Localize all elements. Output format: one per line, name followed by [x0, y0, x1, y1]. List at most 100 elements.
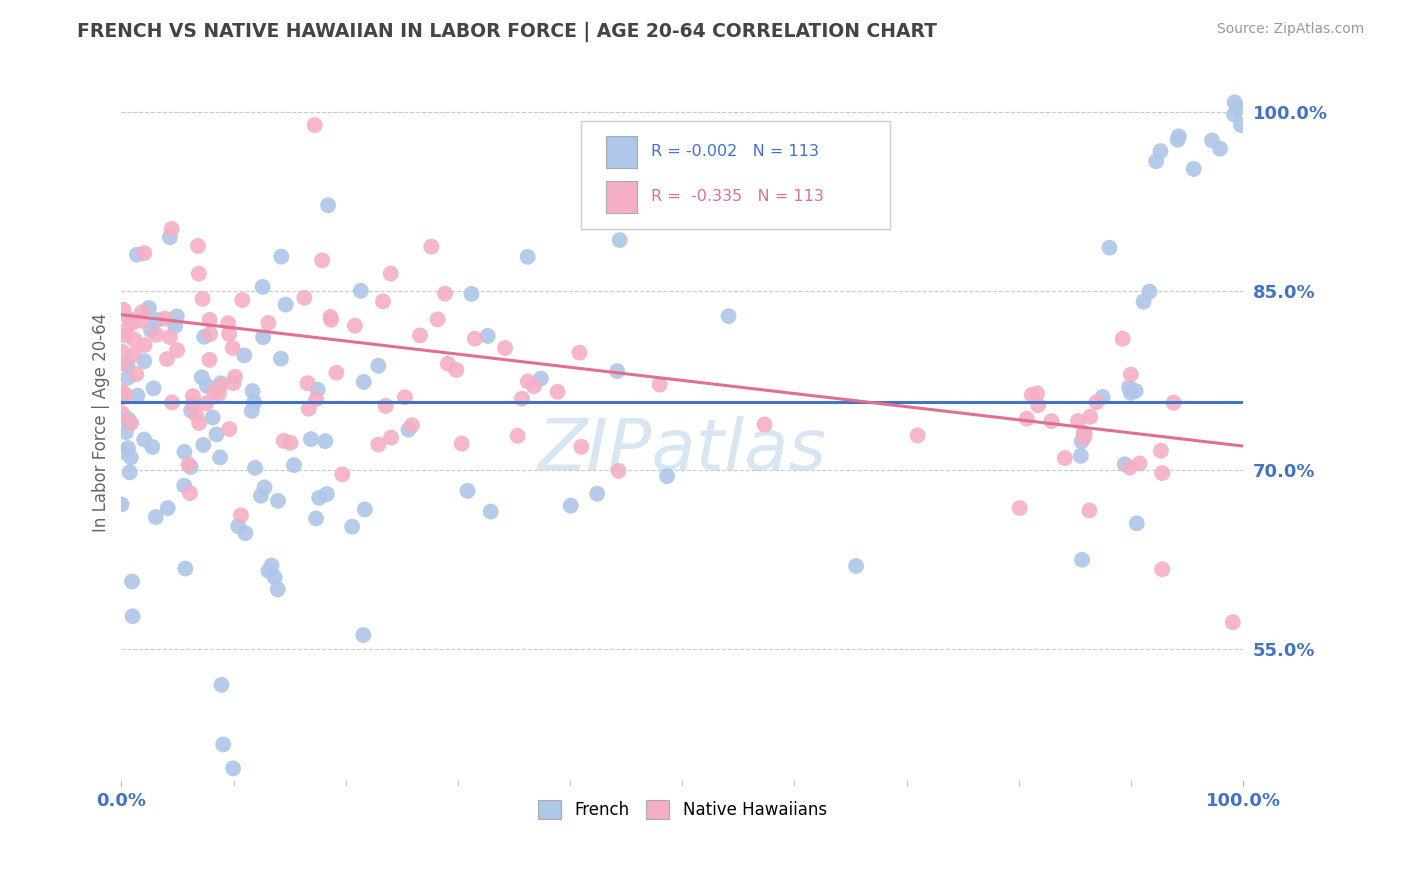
Point: [177, 458, 200, 472]
Point: [134, 338, 156, 352]
Point: [125, 248, 148, 262]
Point: [156, 501, 179, 516]
Point: [198, 352, 221, 367]
Point: [1040, 414, 1063, 428]
Point: [159, 330, 181, 344]
Point: [122, 333, 145, 347]
Point: [606, 364, 628, 378]
Point: [607, 464, 630, 478]
Point: [114, 328, 136, 343]
Point: [1070, 449, 1092, 463]
Point: [233, 348, 256, 362]
Point: [173, 445, 195, 459]
Point: [173, 478, 195, 492]
Point: [401, 418, 423, 433]
Point: [1163, 395, 1185, 409]
Point: [907, 428, 929, 442]
Point: [353, 375, 375, 389]
Point: [343, 318, 366, 333]
Point: [184, 408, 207, 422]
Point: [456, 483, 478, 498]
Point: [195, 396, 218, 410]
Point: [353, 502, 375, 516]
Point: [1125, 384, 1147, 398]
Point: [1223, 107, 1246, 121]
Point: [1209, 142, 1232, 156]
Point: [516, 250, 538, 264]
Point: [340, 519, 363, 533]
Point: [367, 437, 389, 451]
Point: [299, 432, 322, 446]
Point: [1167, 129, 1189, 144]
Point: [374, 399, 396, 413]
Point: [181, 397, 204, 411]
Point: [1128, 457, 1150, 471]
Point: [217, 316, 239, 330]
Point: [131, 314, 153, 328]
Point: [1152, 562, 1174, 576]
Point: [494, 341, 516, 355]
Bar: [606, 136, 637, 168]
Point: [568, 345, 591, 359]
Point: [218, 422, 240, 436]
Point: [1053, 451, 1076, 466]
Point: [153, 311, 176, 326]
Point: [127, 388, 149, 402]
Point: [1149, 144, 1171, 158]
Point: [450, 436, 472, 450]
Point: [120, 450, 142, 465]
Text: ZIPatlas: ZIPatlas: [537, 417, 827, 485]
Point: [111, 444, 134, 458]
Point: [648, 377, 671, 392]
Point: [201, 410, 224, 425]
Point: [195, 379, 218, 393]
Point: [311, 253, 333, 268]
Point: [117, 371, 139, 385]
Point: [146, 313, 169, 327]
Point: [1132, 294, 1154, 309]
Point: [330, 467, 353, 482]
Point: [112, 357, 135, 371]
Point: [1091, 390, 1114, 404]
Point: [110, 384, 132, 399]
Point: [242, 384, 264, 398]
Point: [212, 738, 235, 752]
Text: FRENCH VS NATIVE HAWAIIAN IN LABOR FORCE | AGE 20-64 CORRELATION CHART: FRENCH VS NATIVE HAWAIIAN IN LABOR FORCE…: [77, 22, 938, 42]
Point: [134, 246, 156, 260]
FancyBboxPatch shape: [581, 121, 890, 228]
Point: [1085, 395, 1108, 409]
Point: [253, 480, 276, 494]
Point: [464, 332, 486, 346]
Text: R = -0.002   N = 113: R = -0.002 N = 113: [651, 145, 818, 160]
Point: [111, 407, 134, 421]
Point: [205, 427, 228, 442]
Point: [1119, 460, 1142, 475]
Point: [1167, 133, 1189, 147]
Point: [121, 609, 143, 624]
Point: [398, 423, 420, 437]
Point: [218, 326, 240, 341]
Point: [1227, 101, 1250, 115]
Y-axis label: In Labor Force | Age 20-64: In Labor Force | Age 20-64: [93, 312, 110, 532]
Point: [174, 561, 197, 575]
Point: [142, 381, 165, 395]
Point: [380, 267, 402, 281]
Point: [569, 440, 592, 454]
Point: [115, 323, 138, 337]
Point: [240, 404, 263, 418]
Point: [283, 458, 305, 472]
Point: [120, 416, 142, 430]
Point: [1144, 154, 1167, 169]
Point: [160, 222, 183, 236]
Point: [280, 435, 302, 450]
Point: [134, 433, 156, 447]
Point: [134, 354, 156, 368]
Point: [208, 387, 231, 401]
Point: [1114, 457, 1136, 471]
Point: [222, 761, 245, 775]
Point: [260, 558, 283, 573]
Point: [179, 486, 201, 500]
Point: [1222, 615, 1244, 629]
Point: [305, 392, 328, 407]
Point: [270, 250, 292, 264]
